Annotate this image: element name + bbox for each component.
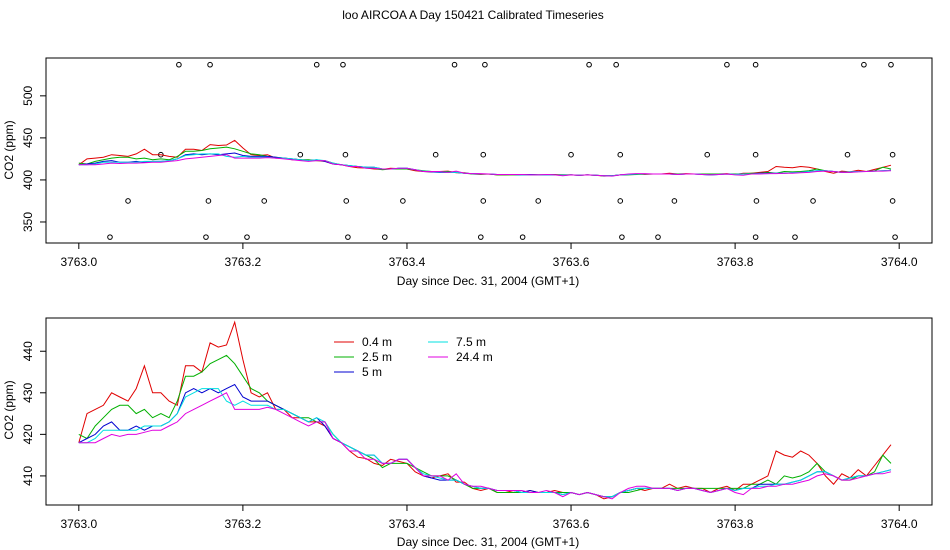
top-marker-point	[704, 151, 711, 158]
legend-label: 7.5 m	[456, 335, 486, 349]
top-marker-point	[207, 61, 213, 68]
top-marker-point	[203, 234, 209, 240]
top-y-axis-label: CO2 (ppm)	[2, 120, 16, 179]
top-marker-point	[297, 151, 304, 158]
bottom-x-tick-label: 3763.4	[389, 517, 426, 531]
top-marker-point	[613, 61, 619, 68]
bottom-x-tick-label: 3763.6	[553, 517, 590, 531]
top-marker-point	[343, 198, 350, 204]
bottom-y-tick-label: 420	[21, 424, 35, 444]
top-marker-point	[724, 61, 730, 68]
top-marker-point	[861, 61, 867, 68]
top-marker-point	[125, 198, 131, 204]
bottom-series-layer	[78, 320, 892, 500]
top-series-line-24-4-m	[78, 154, 892, 177]
bottom-series-line-2-5-m	[78, 354, 892, 498]
bottom-series-line-7-5-m	[78, 388, 892, 498]
legend-label: 2.5 m	[362, 350, 392, 364]
legend-label: 0.4 m	[362, 335, 392, 349]
top-marker-point	[568, 151, 574, 158]
bottom-x-tick-label: 3763.8	[717, 517, 754, 531]
top-marker-layer	[107, 61, 898, 240]
top-y-tick-label: 350	[21, 212, 35, 232]
bottom-x-tick-label: 3763.2	[225, 517, 262, 531]
bottom-y-tick-label: 410	[21, 466, 35, 486]
top-marker-point	[205, 198, 212, 204]
top-marker-point	[888, 61, 894, 68]
bottom-y-tick-label: 440	[21, 341, 35, 361]
bottom-legend: 0.4 m2.5 m5 m 7.5 m24.4 m	[334, 335, 493, 379]
top-marker-point	[586, 61, 592, 68]
legend-label: 5 m	[362, 365, 382, 379]
top-marker-point	[107, 234, 113, 240]
bottom-series-line-0-4-m	[78, 320, 892, 500]
top-x-tick-label: 3763.0	[60, 255, 97, 269]
top-y-tick-label: 450	[21, 128, 35, 148]
bottom-series-line-5-m	[78, 383, 892, 498]
top-marker-point	[342, 151, 349, 158]
top-marker-point	[617, 198, 624, 204]
top-marker-point	[892, 234, 898, 240]
top-marker-point	[617, 151, 624, 158]
top-y-tick-label: 400	[21, 170, 35, 190]
top-panel: 3763.0 3763.2 3763.4 3763.6 3763.8 3764.0 350…	[2, 57, 933, 288]
top-marker-point	[752, 61, 759, 68]
bottom-panel: 3763.0 3763.2 3763.4 3763.6 3763.8 3764.0 410…	[2, 317, 933, 549]
top-x-tick-label: 3763.6	[553, 255, 590, 269]
top-marker-point	[535, 198, 542, 204]
top-y-tick-label: 500	[21, 86, 35, 106]
top-marker-point	[261, 198, 268, 204]
top-marker-point	[844, 151, 851, 158]
top-marker-point	[753, 198, 760, 204]
top-marker-point	[752, 151, 759, 158]
top-series-line-2-5-m	[78, 146, 892, 177]
top-marker-point	[671, 198, 678, 204]
top-marker-point	[400, 198, 406, 204]
bottom-series-line-24-4-m	[78, 392, 892, 500]
top-x-tick-label: 3763.4	[389, 255, 426, 269]
bottom-y-axis-label: CO2 (ppm)	[2, 380, 16, 439]
top-x-tick-label: 3764.0	[881, 255, 918, 269]
top-plot-frame	[45, 57, 933, 244]
top-marker-point	[480, 151, 487, 158]
top-marker-point	[619, 234, 625, 240]
bottom-plot-frame	[45, 317, 933, 506]
top-x-tick-label: 3763.2	[225, 255, 262, 269]
top-marker-point	[477, 234, 484, 240]
top-marker-point	[451, 61, 458, 68]
top-marker-point	[889, 151, 896, 158]
top-marker-point	[432, 151, 439, 158]
top-marker-point	[313, 61, 320, 68]
top-marker-point	[889, 198, 896, 204]
bottom-x-tick-label: 3763.0	[60, 517, 97, 531]
top-marker-point	[519, 234, 526, 240]
top-marker-point	[382, 234, 388, 240]
bottom-y-axis: 410 420 430 440	[21, 341, 46, 486]
top-marker-point	[244, 234, 250, 240]
top-y-axis: 350 400 450 500	[21, 86, 46, 232]
top-marker-point	[792, 234, 798, 240]
top-series-line-0-4-m	[78, 139, 892, 177]
top-marker-point	[176, 61, 182, 68]
legend-label: 24.4 m	[456, 350, 493, 364]
bottom-y-tick-label: 430	[21, 382, 35, 402]
bottom-x-axis: 3763.0 3763.2 3763.4 3763.6 3763.8 3764.0	[60, 504, 918, 531]
top-marker-point	[810, 198, 816, 204]
top-marker-point	[480, 198, 487, 204]
top-marker-point	[655, 234, 661, 240]
top-x-axis: 3763.0 3763.2 3763.4 3763.6 3763.8 3764.0	[60, 242, 918, 269]
top-marker-point	[340, 61, 346, 68]
bottom-x-axis-label: Day since Dec. 31, 2004 (GMT+1)	[397, 535, 579, 549]
top-series-layer	[78, 139, 892, 177]
top-marker-point	[345, 234, 351, 240]
top-marker-point	[752, 234, 759, 240]
bottom-x-tick-label: 3764.0	[881, 517, 918, 531]
figure-title: loo AIRCOA A Day 150421 Calibrated Times…	[342, 8, 603, 22]
top-x-axis-label: Day since Dec. 31, 2004 (GMT+1)	[397, 274, 579, 288]
top-marker-point	[482, 61, 488, 68]
top-x-tick-label: 3763.8	[717, 255, 754, 269]
